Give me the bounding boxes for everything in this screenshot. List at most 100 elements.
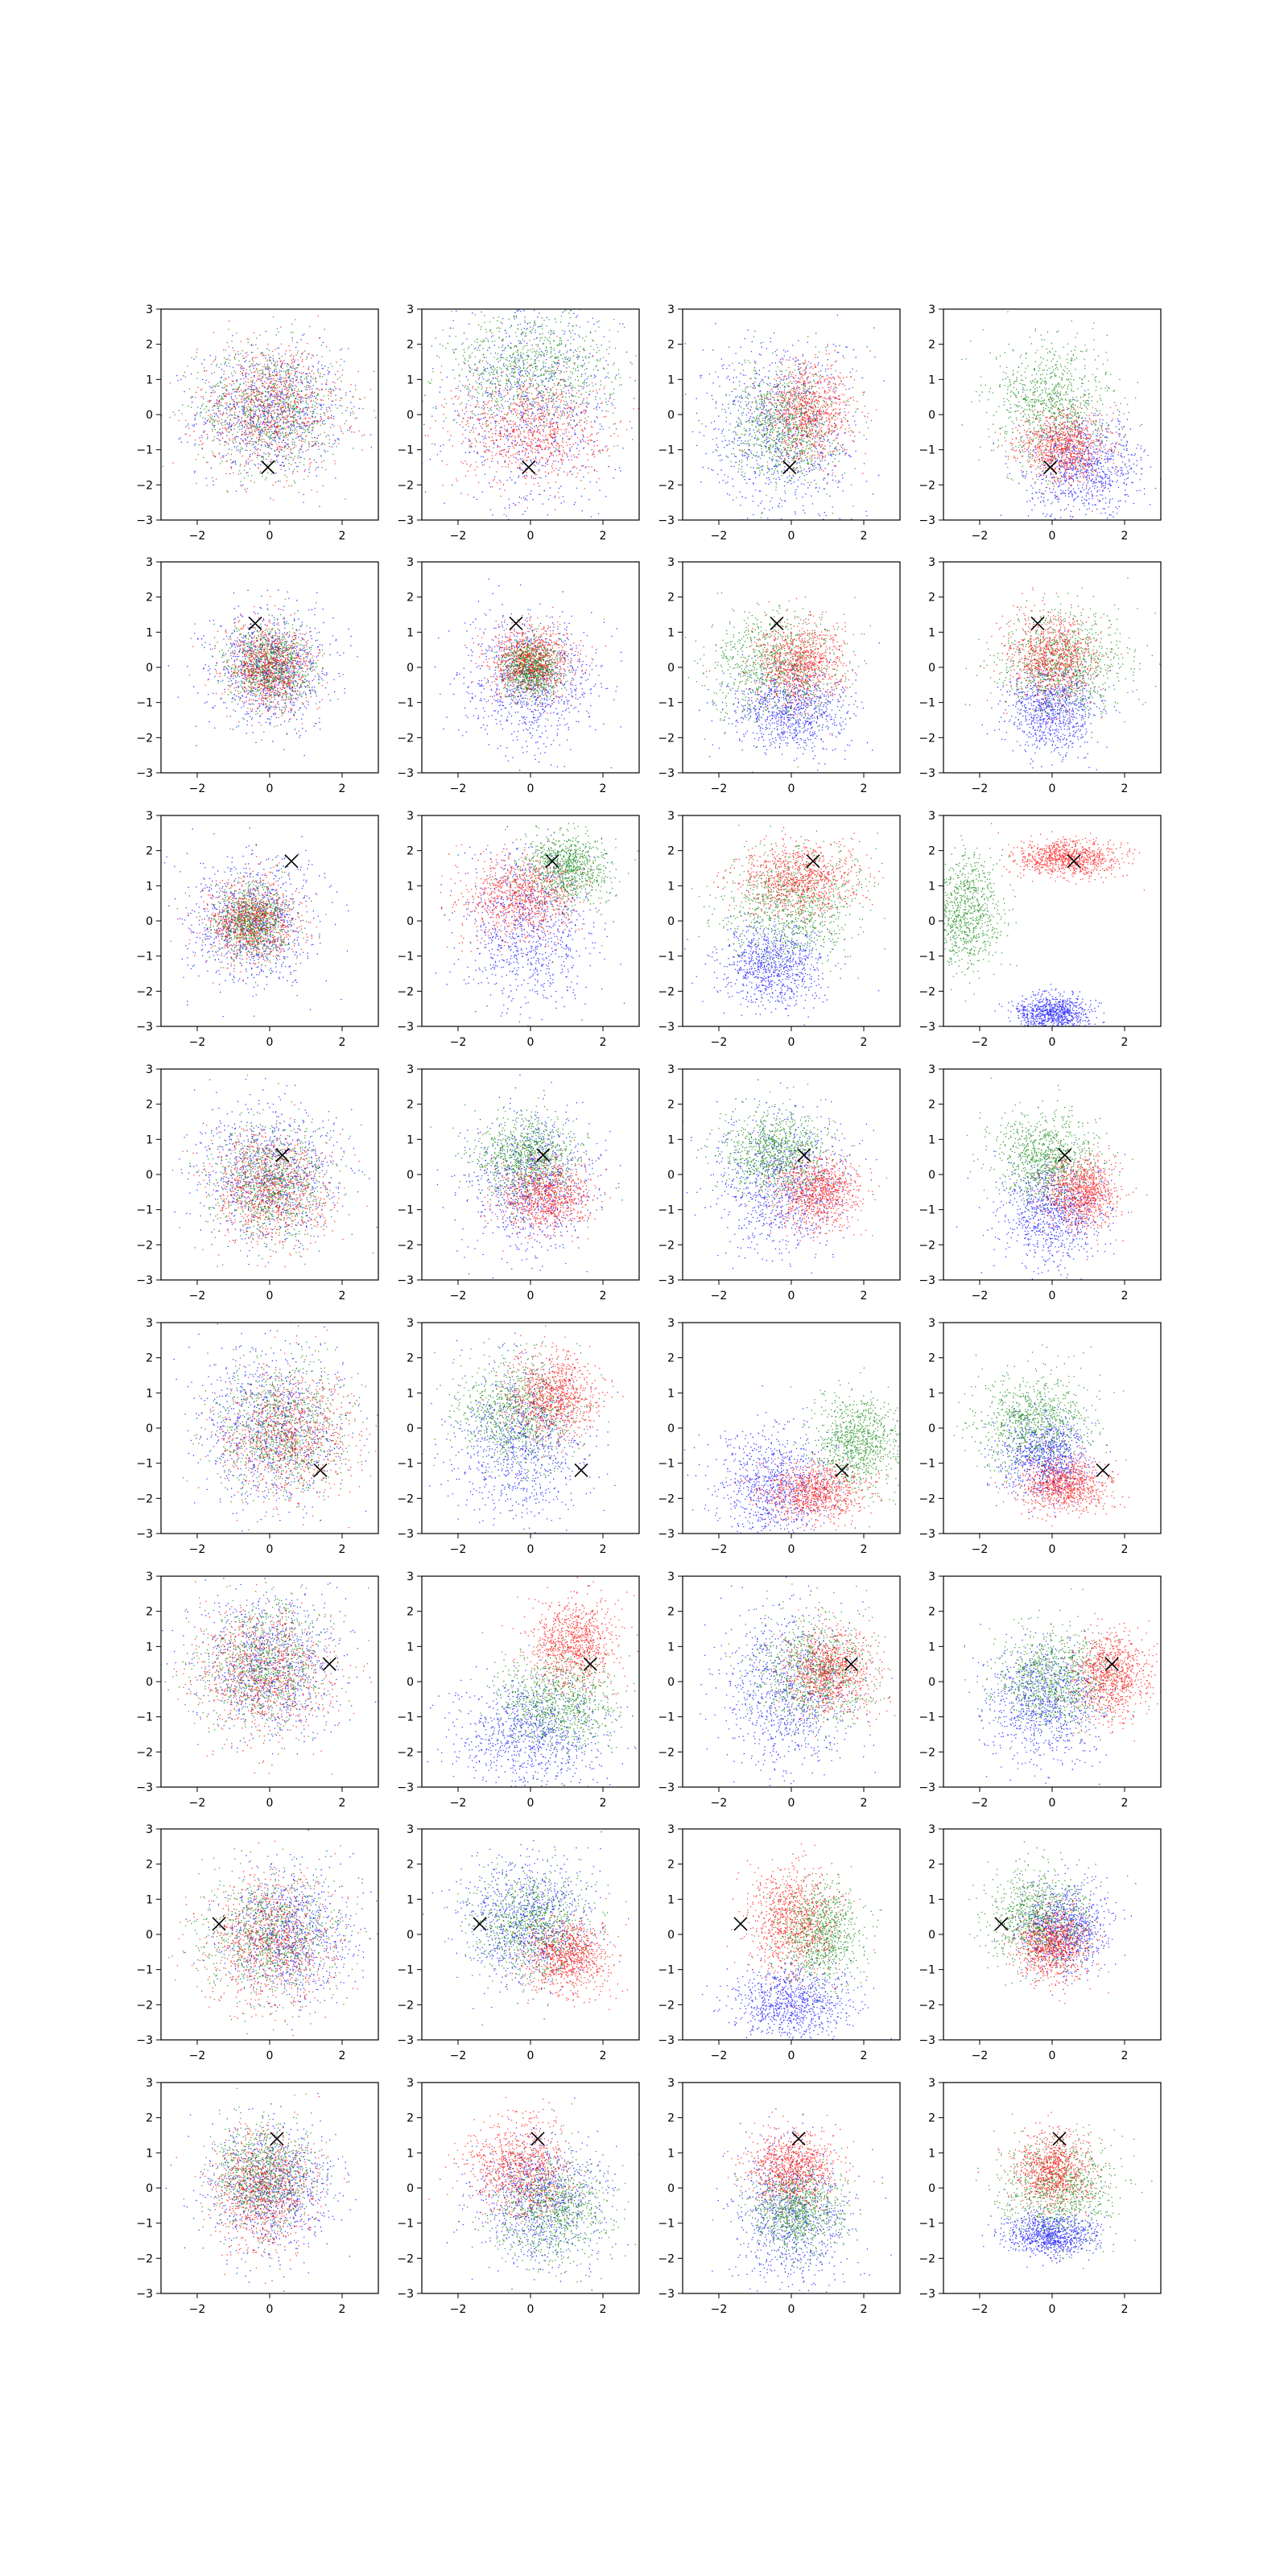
blue-point-cloud [700, 1576, 893, 1786]
y-tick-label: −1 [397, 1711, 414, 1724]
axes-frame [421, 1828, 640, 2041]
y-tick-label: −2 [397, 1746, 414, 1759]
x-tick-label: 0 [527, 1543, 535, 1556]
x-marker [322, 1657, 336, 1671]
y-tick-label: −3 [919, 514, 935, 527]
red-point-cloud [1049, 1612, 1161, 1744]
y-tick-label: 0 [407, 2182, 414, 2195]
y-tick-label: −2 [658, 985, 675, 998]
x-tick-label: 0 [266, 782, 274, 795]
y-tick-label: −3 [919, 2034, 935, 2047]
x-tick-label: −2 [450, 530, 467, 543]
y-tick-label: −1 [397, 444, 414, 457]
subplot-r7-c2: −2 0 2 −3 −2 −1 0 1 2 3 [397, 1823, 640, 2062]
red-series-points [480, 1139, 620, 1252]
x-marker [1030, 616, 1045, 630]
subplot-r4-c2: −2 0 2 −3 −2 −1 0 1 2 3 [397, 1063, 640, 1302]
x-tick-label: 2 [1121, 1543, 1129, 1556]
x-tick-label: −2 [189, 1290, 206, 1302]
green-point-cloud [467, 2125, 636, 2283]
x-tick-label: −2 [189, 2303, 206, 2316]
red-point-cloud [977, 2112, 1110, 2220]
y-tick-label: 2 [146, 1859, 153, 1872]
x-tick-label: 0 [527, 1797, 535, 1810]
axes-frame [421, 815, 640, 1027]
y-tick-label: −1 [136, 444, 153, 457]
y-tick-label: 1 [146, 880, 153, 893]
x-tick-label: 2 [600, 1290, 607, 1302]
green-point-cloud [701, 330, 869, 518]
y-tick-label: 3 [146, 303, 153, 316]
blue-point-cloud [163, 828, 349, 1018]
x-tick-label: −2 [189, 1036, 206, 1049]
blue-point-cloud [185, 1829, 378, 2031]
green-point-cloud [171, 1075, 365, 1267]
y-tick-label: 3 [146, 1063, 153, 1076]
red-series-points [713, 827, 884, 933]
y-tick-label: −3 [658, 1781, 675, 1794]
red-point-cloud [1003, 1880, 1109, 2004]
red-series-points [506, 1898, 628, 2010]
x-tick-label: 0 [266, 1036, 274, 1049]
y-tick-label: −1 [136, 2218, 153, 2231]
green-point-cloud [444, 1847, 627, 2026]
green-series-points [433, 1325, 609, 1512]
x-tick-label: −2 [450, 2050, 467, 2062]
red-series-points [428, 2096, 591, 2243]
y-tick-label: 3 [667, 556, 675, 569]
x-marker [261, 460, 275, 475]
x-tick-label: 0 [788, 530, 795, 543]
x-tick-label: −2 [450, 2303, 467, 2316]
x-tick-label: −2 [711, 530, 728, 543]
y-tick-label: 2 [407, 339, 414, 352]
x-tick-label: 0 [788, 2303, 795, 2316]
blue-series-points [968, 1624, 1134, 1785]
subplot-r1-c3: −2 0 2 −3 −2 −1 0 1 2 3 [658, 303, 901, 543]
blue-point-cloud [984, 1395, 1111, 1517]
x-tick-label: −2 [711, 1290, 728, 1302]
y-tick-label: 3 [667, 1063, 675, 1076]
axes-frame [682, 1828, 901, 2041]
x-marker [522, 460, 536, 475]
y-tick-label: −1 [658, 1711, 675, 1724]
y-tick-label: 1 [407, 626, 414, 639]
x-marker [770, 616, 784, 630]
y-tick-label: 2 [667, 1352, 675, 1365]
y-tick-label: 2 [146, 592, 153, 605]
y-tick-label: −3 [919, 2288, 935, 2301]
x-tick-label: −2 [189, 1543, 206, 1556]
y-tick-label: 1 [667, 1387, 675, 1400]
x-marker [1104, 1657, 1119, 1671]
x-tick-label: 0 [266, 530, 274, 543]
y-tick-label: 2 [667, 1099, 675, 1112]
red-point-cloud [170, 844, 327, 984]
y-tick-label: 3 [667, 2077, 675, 2090]
y-tick-label: −2 [136, 479, 153, 492]
green-point-cloud [684, 592, 867, 768]
y-tick-label: 3 [407, 303, 414, 316]
x-marker [545, 854, 559, 869]
green-point-cloud [188, 598, 339, 741]
blue-point-cloud [683, 1946, 892, 2040]
y-tick-label: −2 [397, 1999, 414, 2012]
y-tick-label: 2 [928, 845, 935, 858]
y-tick-label: 0 [146, 1929, 153, 1942]
x-tick-label: 2 [600, 1543, 607, 1556]
x-marker [1043, 460, 1058, 475]
x-marker [791, 2132, 806, 2146]
y-tick-label: 3 [928, 1317, 935, 1330]
green-series-points [691, 824, 886, 985]
subplot-r6-c1: −2 0 2 −3 −2 −1 0 1 2 3 [136, 1571, 379, 1810]
y-tick-label: −3 [919, 1274, 935, 1287]
x-tick-label: −2 [450, 782, 467, 795]
y-tick-label: −3 [136, 1274, 153, 1287]
x-tick-label: 0 [266, 2303, 274, 2316]
y-tick-label: −2 [658, 1999, 675, 2012]
axes-frame [421, 1322, 640, 1534]
y-tick-label: 2 [928, 1859, 935, 1872]
y-tick-label: −3 [136, 2034, 153, 2047]
blue-point-cloud [434, 578, 622, 773]
blue-point-cloud [994, 984, 1105, 1026]
x-tick-label: 2 [339, 1543, 346, 1556]
y-tick-label: −3 [397, 767, 414, 780]
